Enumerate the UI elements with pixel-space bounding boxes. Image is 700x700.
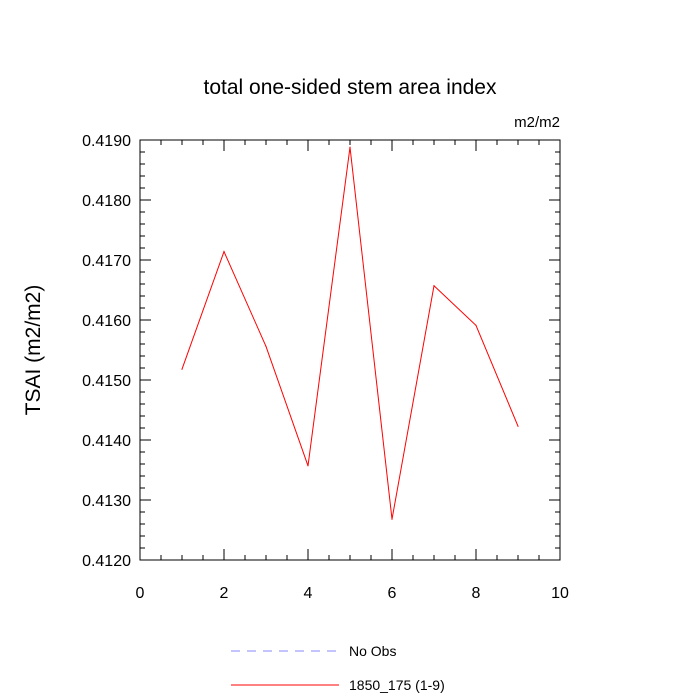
y-tick-label: 0.4170: [82, 253, 131, 270]
x-tick-label: 4: [304, 585, 313, 602]
y-tick-label: 0.4140: [82, 433, 131, 450]
y-tick-label: 0.4130: [82, 493, 131, 510]
x-tick-label: 0: [136, 585, 145, 602]
minor-ticks: [140, 140, 560, 560]
legend-label: No Obs: [349, 643, 396, 659]
series-line: [181, 147, 519, 520]
data-point: [433, 285, 435, 287]
data-point: [391, 518, 393, 520]
major-ticks: [139, 139, 561, 561]
y-tick-label: 0.4120: [82, 553, 131, 570]
x-tick-label: 8: [472, 585, 481, 602]
y-tick-label: 0.4150: [82, 373, 131, 390]
series-layer: [181, 146, 519, 520]
data-point: [307, 465, 309, 467]
plot-frame: [139, 139, 561, 561]
y-axis-label: TSAI (m2/m2): [22, 285, 45, 416]
data-point: [517, 425, 519, 427]
y-tick-label: 0.4160: [82, 313, 131, 330]
units-label: m2/m2: [514, 114, 560, 131]
x-tick-label: 6: [388, 585, 397, 602]
tick-labels: 0 2 4 6 8 10 0.4120 0.4130 0.4140 0.4150 0.4160 0.4…: [82, 133, 569, 602]
legend: No Obs 1850_175 (1-9): [231, 643, 445, 693]
y-tick-label: 0.4180: [82, 193, 131, 210]
y-tick-label: 0.4190: [82, 133, 131, 150]
chart-title: total one-sided stem area index: [203, 76, 497, 99]
data-point: [349, 146, 351, 148]
data-point: [181, 368, 183, 370]
x-tick-label: 10: [551, 585, 569, 602]
data-point: [265, 345, 267, 347]
data-point: [223, 251, 225, 253]
x-tick-label: 2: [220, 585, 229, 602]
legend-label: 1850_175 (1-9): [349, 677, 445, 693]
data-point: [475, 324, 477, 326]
